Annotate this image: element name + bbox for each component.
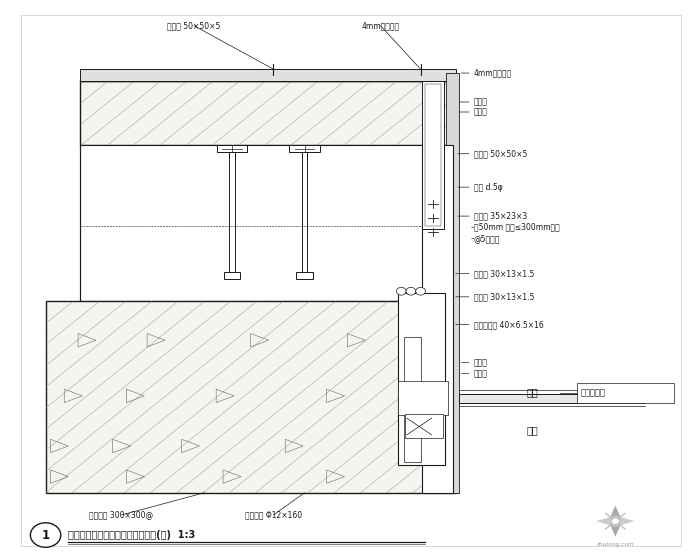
- Bar: [404, 338, 421, 393]
- Bar: [422, 81, 444, 229]
- Text: 隔热断桥窗与铝塑板连接节点详图(一)  1:3: 隔热断桥窗与铝塑板连接节点详图(一) 1:3: [68, 530, 195, 540]
- Text: 后置锚栓 300×300@: 后置锚栓 300×300@: [89, 511, 154, 519]
- Text: 方钢管 50×50×5: 方钢管 50×50×5: [474, 149, 527, 158]
- Polygon shape: [608, 506, 622, 521]
- Circle shape: [30, 523, 61, 547]
- Bar: [296, 272, 313, 279]
- Text: 泡沫棒: 泡沫棒: [474, 108, 488, 117]
- Bar: [399, 293, 445, 465]
- Bar: [80, 69, 457, 81]
- Polygon shape: [596, 516, 615, 527]
- Circle shape: [416, 287, 426, 295]
- Bar: [426, 84, 441, 226]
- Text: 室内: 室内: [527, 425, 538, 435]
- Bar: [399, 381, 448, 415]
- Polygon shape: [608, 521, 622, 537]
- Text: zhulong.com: zhulong.com: [597, 542, 634, 547]
- Text: 方钢管 50×50×5: 方钢管 50×50×5: [167, 21, 221, 30]
- Text: 长50mm 间距≤300mm布置: 长50mm 间距≤300mm布置: [474, 223, 560, 232]
- Bar: [217, 146, 247, 152]
- Text: 4mm厚铝塑板: 4mm厚铝塑板: [474, 69, 512, 78]
- Text: 化学锚栓 Φ12×160: 化学锚栓 Φ12×160: [245, 511, 302, 519]
- Bar: [289, 146, 320, 152]
- Bar: [80, 81, 457, 146]
- Circle shape: [406, 287, 416, 295]
- Text: 1: 1: [42, 528, 50, 542]
- Bar: [446, 73, 459, 493]
- Bar: [224, 272, 240, 279]
- Bar: [422, 146, 453, 493]
- Circle shape: [397, 287, 406, 295]
- Bar: [46, 301, 457, 493]
- Text: 4mm厚铝塑板: 4mm厚铝塑板: [361, 21, 399, 30]
- Bar: [406, 414, 444, 437]
- Text: 耐候胶: 耐候胶: [474, 358, 488, 367]
- Polygon shape: [615, 516, 635, 527]
- Bar: [459, 394, 645, 403]
- Text: 横筋 d.5φ: 横筋 d.5φ: [474, 182, 502, 191]
- Bar: [577, 383, 674, 402]
- Text: 耐候胶: 耐候胶: [474, 98, 488, 107]
- Text: 泡沫棒: 泡沫棒: [474, 369, 488, 378]
- Circle shape: [611, 518, 619, 525]
- Bar: [404, 395, 421, 461]
- Text: 角钢带 35×23×3: 角钢带 35×23×3: [474, 211, 527, 220]
- Text: 方钢管 30×13×1.5: 方钢管 30×13×1.5: [474, 292, 534, 301]
- Text: 室外: 室外: [527, 388, 538, 397]
- Bar: [80, 146, 457, 301]
- Text: 铝塑板背管: 铝塑板背管: [581, 388, 606, 397]
- Text: 方钢管 30×13×1.5: 方钢管 30×13×1.5: [474, 269, 534, 278]
- Text: 首铝首尾管 40×6.5×16: 首铝首尾管 40×6.5×16: [474, 320, 543, 329]
- Text: @5跑管向: @5跑管向: [474, 234, 500, 243]
